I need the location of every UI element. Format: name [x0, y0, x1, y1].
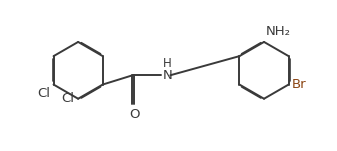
- Text: Cl: Cl: [62, 92, 74, 105]
- Text: Cl: Cl: [37, 87, 50, 100]
- Text: N: N: [163, 69, 173, 82]
- Text: NH₂: NH₂: [266, 25, 291, 38]
- Text: Br: Br: [292, 78, 306, 91]
- Text: O: O: [129, 108, 140, 121]
- Text: H: H: [163, 57, 172, 70]
